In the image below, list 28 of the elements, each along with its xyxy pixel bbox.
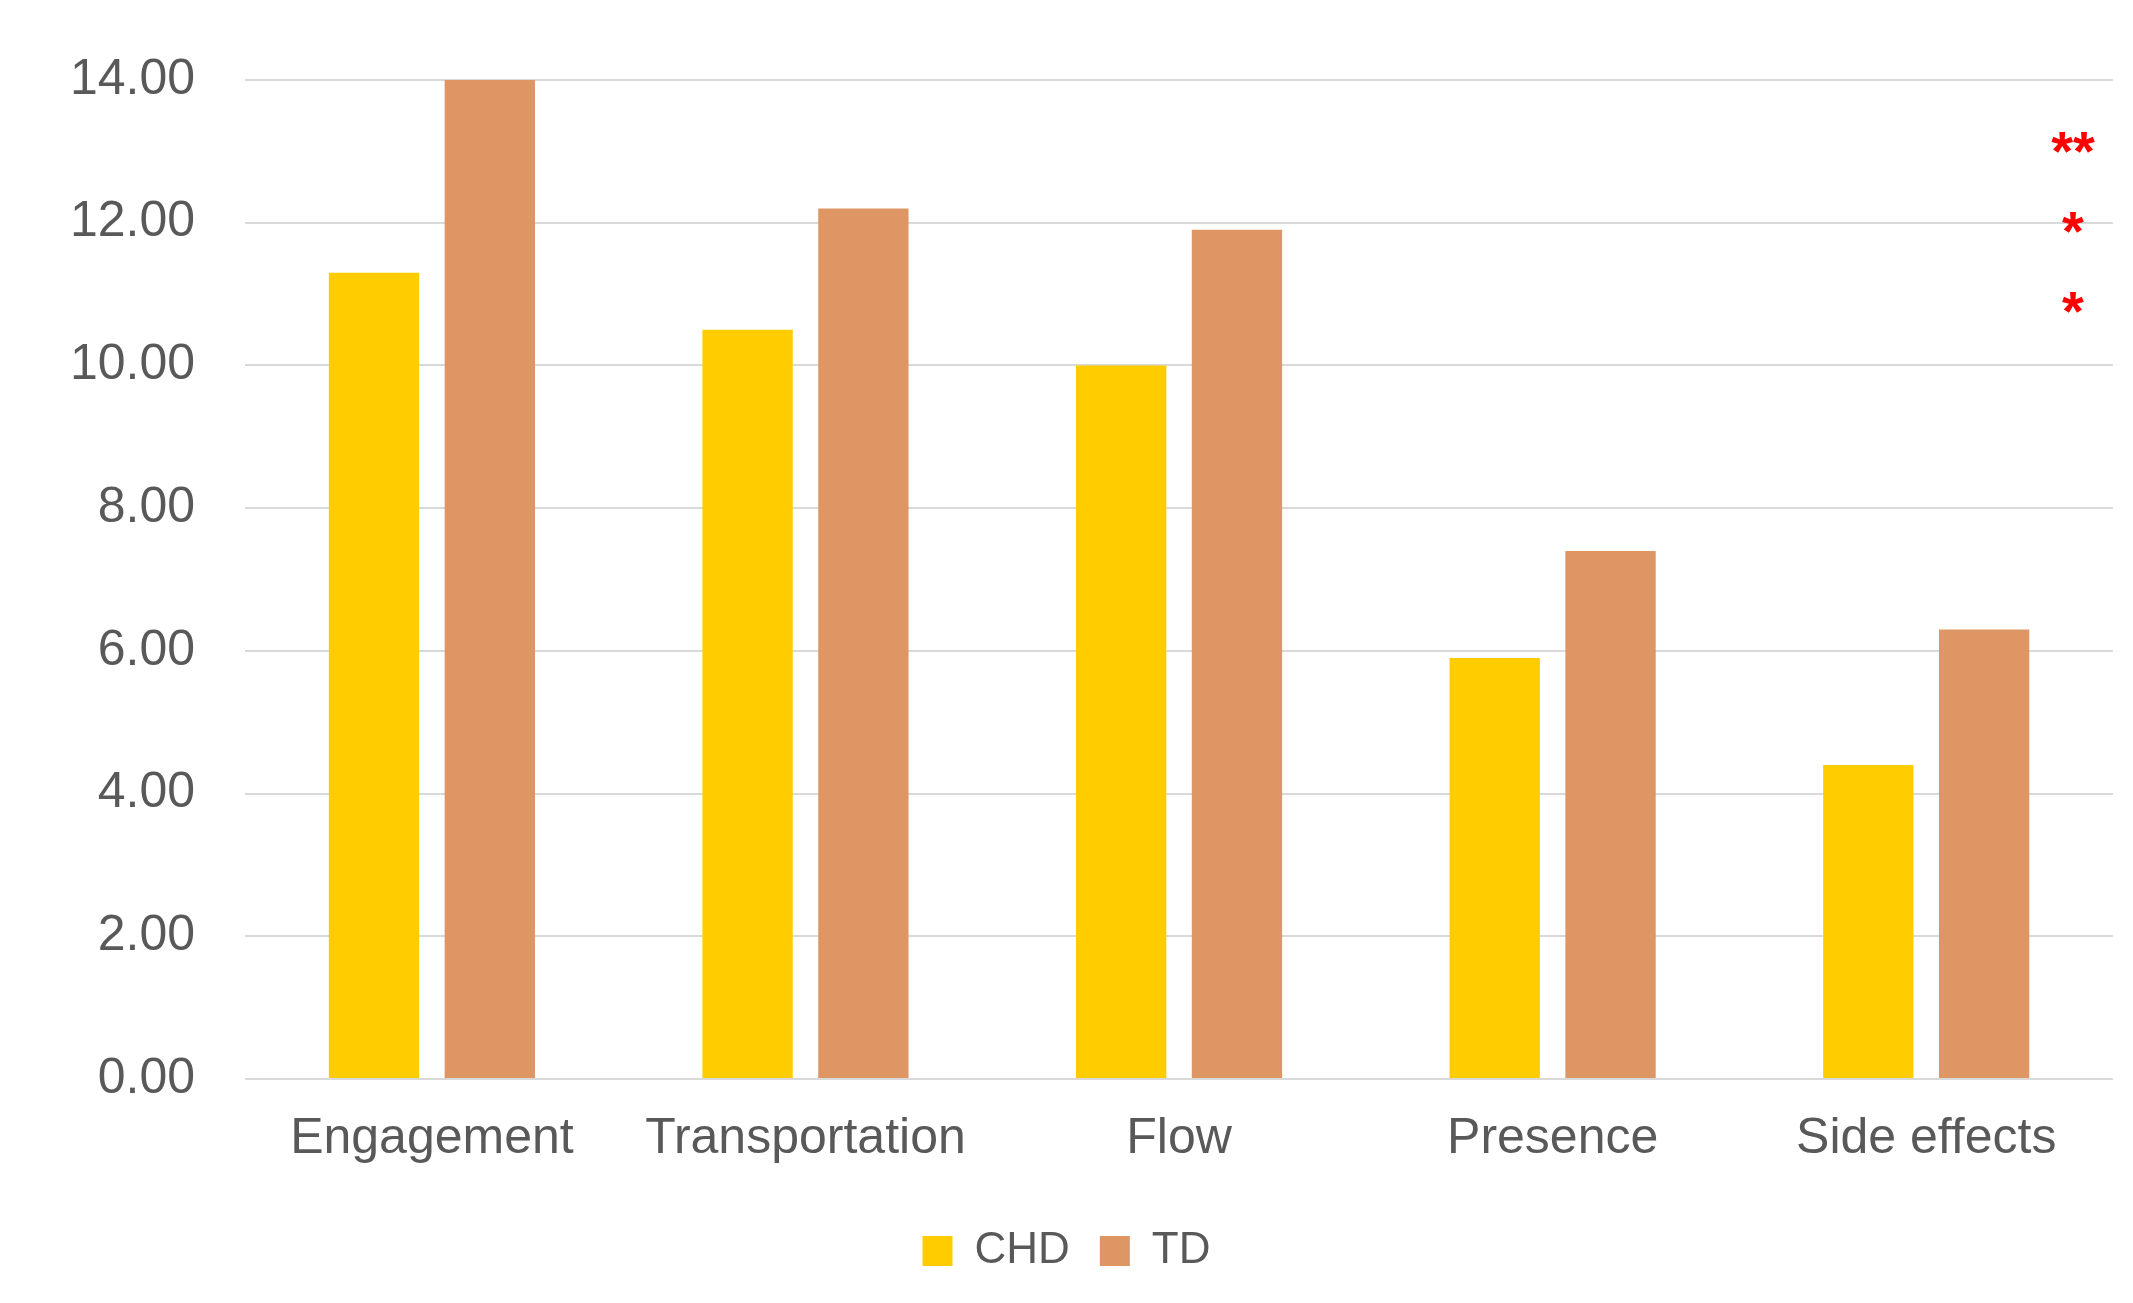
- y-tick-label: 0.00: [97, 1047, 196, 1104]
- x-tick-label: Engagement: [290, 1107, 574, 1164]
- bar: [702, 329, 793, 1078]
- x-tick-label: Transportation: [645, 1107, 966, 1164]
- y-tick-label: 8.00: [97, 476, 196, 533]
- y-tick-label: 2.00: [97, 905, 196, 962]
- bar: [328, 272, 420, 1078]
- x-tick-label: Side effects: [1796, 1107, 2057, 1164]
- legend-label: TD: [1151, 1223, 1211, 1273]
- bar: [1449, 657, 1540, 1078]
- bar: [818, 208, 909, 1078]
- annotation: **: [2051, 119, 2095, 182]
- y-tick-label: 12.00: [70, 191, 196, 248]
- y-tick-label: 4.00: [97, 762, 196, 819]
- annotation: *: [2062, 279, 2085, 342]
- y-tick-label: 10.00: [70, 334, 196, 391]
- legend-label: CHD: [974, 1223, 1070, 1273]
- annotation: *: [2062, 199, 2085, 262]
- bar: [444, 80, 535, 1078]
- bar: [1191, 229, 1283, 1078]
- bar: [1823, 765, 1914, 1078]
- x-tick-label: Flow: [1126, 1107, 1233, 1164]
- bar: [1075, 365, 1167, 1078]
- y-tick-label: 6.00: [97, 619, 196, 676]
- bar: [1938, 629, 2030, 1078]
- bar: [1565, 550, 1656, 1078]
- x-tick-label: Presence: [1447, 1107, 1659, 1164]
- y-tick-label: 14.00: [70, 48, 196, 105]
